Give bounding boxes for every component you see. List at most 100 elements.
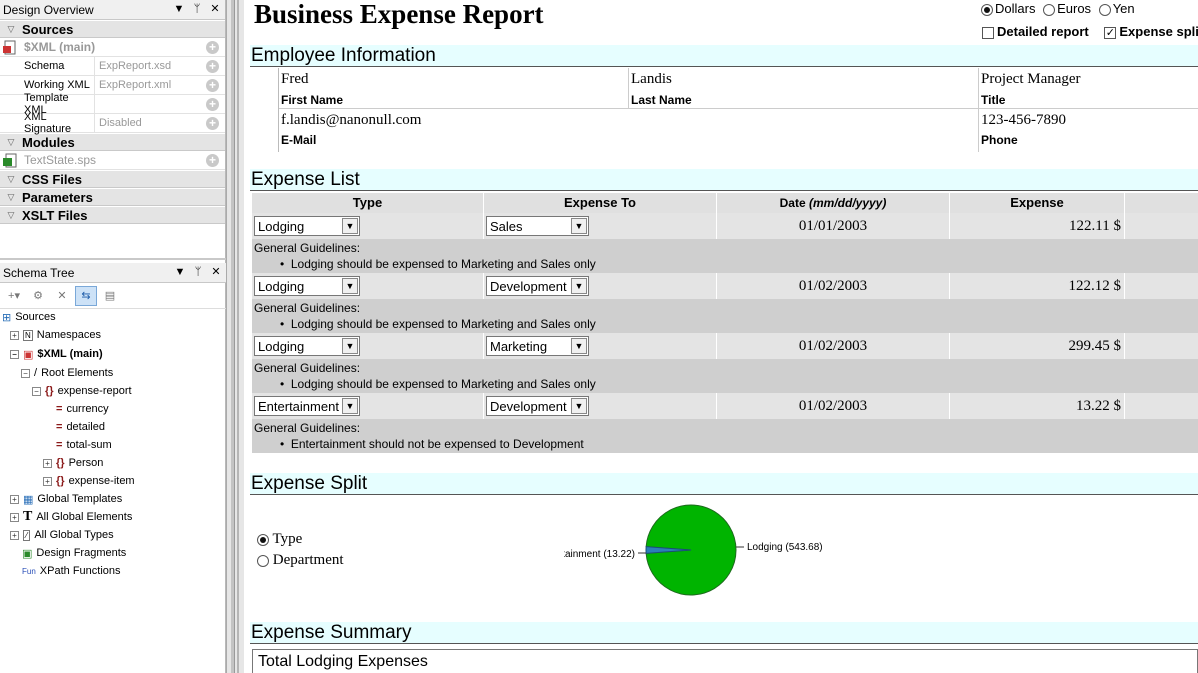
add-icon[interactable]: + (206, 41, 219, 54)
department-radio[interactable] (257, 554, 269, 567)
tree-node-design-fragments[interactable]: ▣ Design Fragments (22, 544, 126, 562)
expense-row: Lodging ▼ Development ▼ 01/02/2003 122.12 $ (252, 273, 1198, 299)
sources-section[interactable]: ▽ Sources (0, 20, 225, 38)
expand-icon[interactable]: + (10, 494, 19, 504)
add-icon[interactable]: + (206, 154, 219, 167)
add-icon[interactable]: + (206, 60, 219, 73)
yen-radio[interactable] (1098, 3, 1111, 16)
chevron-down-icon[interactable]: ▼ (571, 338, 587, 354)
panel-menu-icon[interactable]: ▼ (174, 266, 186, 278)
split-checkbox[interactable]: ✓ (1104, 26, 1117, 39)
panel-menu-icon[interactable]: ▼ (173, 3, 185, 15)
tree-node-expense-item[interactable]: + {} expense-item (43, 472, 135, 490)
chevron-down-icon[interactable]: ▼ (571, 278, 587, 294)
chevron-down-icon[interactable]: ▼ (342, 218, 358, 234)
pin-icon[interactable]: ᛘ (194, 266, 202, 278)
to-select[interactable]: Marketing ▼ (486, 336, 589, 356)
css-files-section[interactable]: ▽ CSS Files (0, 170, 225, 188)
tree-node-person[interactable]: + {} Person (43, 454, 103, 472)
type-select[interactable]: Lodging ▼ (254, 216, 360, 236)
add-icon[interactable]: + (206, 98, 219, 111)
type-select[interactable]: Entertainment ▼ (254, 396, 360, 416)
schema-row[interactable]: Schema ExpReport.xsd + (0, 57, 225, 76)
tree-label: Sources (15, 311, 56, 323)
parameters-section[interactable]: ▽ Parameters (0, 188, 225, 206)
guidelines-box: General Guidelines: • Lodging should be e… (252, 299, 1198, 333)
tree-label: Global Templates (37, 493, 123, 505)
modules-label: Modules (22, 134, 75, 150)
collapse-icon[interactable]: − (10, 349, 19, 359)
tree-node-all-global-elements[interactable]: + T All Global Elements (10, 508, 132, 526)
chevron-down-icon[interactable]: ▼ (571, 218, 587, 234)
chevron-down-icon[interactable]: ▼ (342, 338, 358, 354)
collapse-icon[interactable]: ▽ (7, 173, 15, 184)
settings-icon[interactable]: ⚙ (33, 290, 43, 302)
type-select[interactable]: Lodging ▼ (254, 276, 360, 296)
type-radio[interactable] (257, 533, 269, 546)
to-select[interactable]: Development ▼ (486, 276, 589, 296)
collapse-icon[interactable]: ▽ (7, 191, 15, 202)
expand-icon[interactable]: + (10, 530, 19, 540)
modules-section[interactable]: ▽ Modules (0, 133, 225, 151)
add-icon[interactable]: + (206, 117, 219, 130)
euros-radio[interactable] (1043, 3, 1056, 16)
expense-row: Entertainment ▼ Development ▼ 01/02/2003 13.2… (252, 393, 1198, 419)
summary-table: Total Lodging Expenses (252, 649, 1198, 673)
tree-node-global-templates[interactable]: + ▦ Global Templates (10, 490, 122, 508)
chevron-down-icon[interactable]: ▼ (342, 398, 358, 414)
tree-node-namespaces[interactable]: + N Namespaces (10, 326, 101, 344)
chevron-down-icon[interactable]: ▼ (342, 278, 358, 294)
tree-node-all-global-types[interactable]: + ⁄ All Global Types (10, 526, 114, 544)
collapse-icon[interactable]: − (21, 368, 30, 378)
email-label: E-Mail (281, 133, 317, 147)
add-icon[interactable]: + (206, 79, 219, 92)
collapse-icon[interactable]: ▽ (7, 23, 15, 34)
collapse-icon[interactable]: − (32, 386, 41, 396)
to-select[interactable]: Sales ▼ (486, 216, 589, 236)
sps-file-icon (3, 153, 17, 168)
collapse-icon[interactable]: ▽ (7, 209, 15, 220)
schema-toolbar: +▾ ⚙ ✕ ⇆ ▤ (0, 283, 226, 309)
close-icon[interactable]: ✕ (211, 266, 221, 278)
add-node-icon[interactable]: +▾ (8, 290, 20, 302)
tree-label: $XML (main) (37, 348, 103, 360)
sort-icon[interactable]: ⇆ (75, 285, 97, 306)
to-column-header: Expense To (484, 193, 717, 213)
pin-icon[interactable]: ᛘ (193, 3, 201, 15)
tree-node-sources[interactable]: ⊞ Sources (2, 308, 56, 326)
dollars-radio[interactable] (981, 3, 993, 16)
type-select[interactable]: Lodging ▼ (254, 336, 360, 356)
close-icon[interactable]: ✕ (210, 3, 220, 15)
tree-node-xpath-functions[interactable]: Fun XPath Functions (22, 562, 121, 580)
xslt-files-section[interactable]: ▽ XSLT Files (0, 206, 225, 224)
delete-icon[interactable]: ✕ (57, 290, 67, 302)
last-name-value: Landis (631, 71, 672, 87)
guideline-item: • Lodging should be expensed to Marketin… (280, 377, 596, 391)
tree-node-xml-main[interactable]: − ▣ $XML (main) (10, 345, 103, 363)
template-xml-row[interactable]: Template XML + (0, 92, 225, 116)
pie-slice-lodging (645, 504, 737, 596)
tree-node-currency[interactable]: = currency (56, 400, 109, 418)
expand-icon[interactable]: + (10, 330, 19, 340)
expand-icon[interactable]: + (43, 458, 52, 468)
detailed-checkbox[interactable] (982, 26, 994, 39)
tree-node-expense-report[interactable]: −{} expense-report (32, 382, 132, 400)
collapse-icon[interactable]: ▽ (7, 136, 15, 147)
tree-node-root-elements[interactable]: − / Root Elements (21, 364, 113, 382)
chevron-down-icon[interactable]: ▼ (571, 398, 587, 414)
xml-signature-row[interactable]: XML Signature Disabled + (0, 111, 225, 135)
title-value: Project Manager (981, 71, 1081, 87)
to-select[interactable]: Development ▼ (486, 396, 589, 416)
guideline-text: Lodging should be expensed to Marketing … (290, 317, 596, 331)
panel-splitter[interactable] (226, 0, 244, 673)
working-xml-row[interactable]: Working XML ExpReport.xml + (0, 76, 225, 95)
tree-view-icon[interactable]: ▤ (104, 290, 116, 302)
tree-node-total-sum[interactable]: = total-sum (56, 436, 112, 454)
expand-icon[interactable]: + (10, 512, 19, 522)
sources-label: Sources (22, 21, 74, 37)
tree-node-detailed[interactable]: = detailed (56, 418, 105, 436)
expand-icon[interactable]: + (43, 476, 52, 486)
main-source-row[interactable]: $XML (main) + (0, 38, 225, 57)
xml-signature-key: XML Signature (0, 111, 95, 135)
module-file-row[interactable]: TextState.sps + (0, 151, 225, 170)
